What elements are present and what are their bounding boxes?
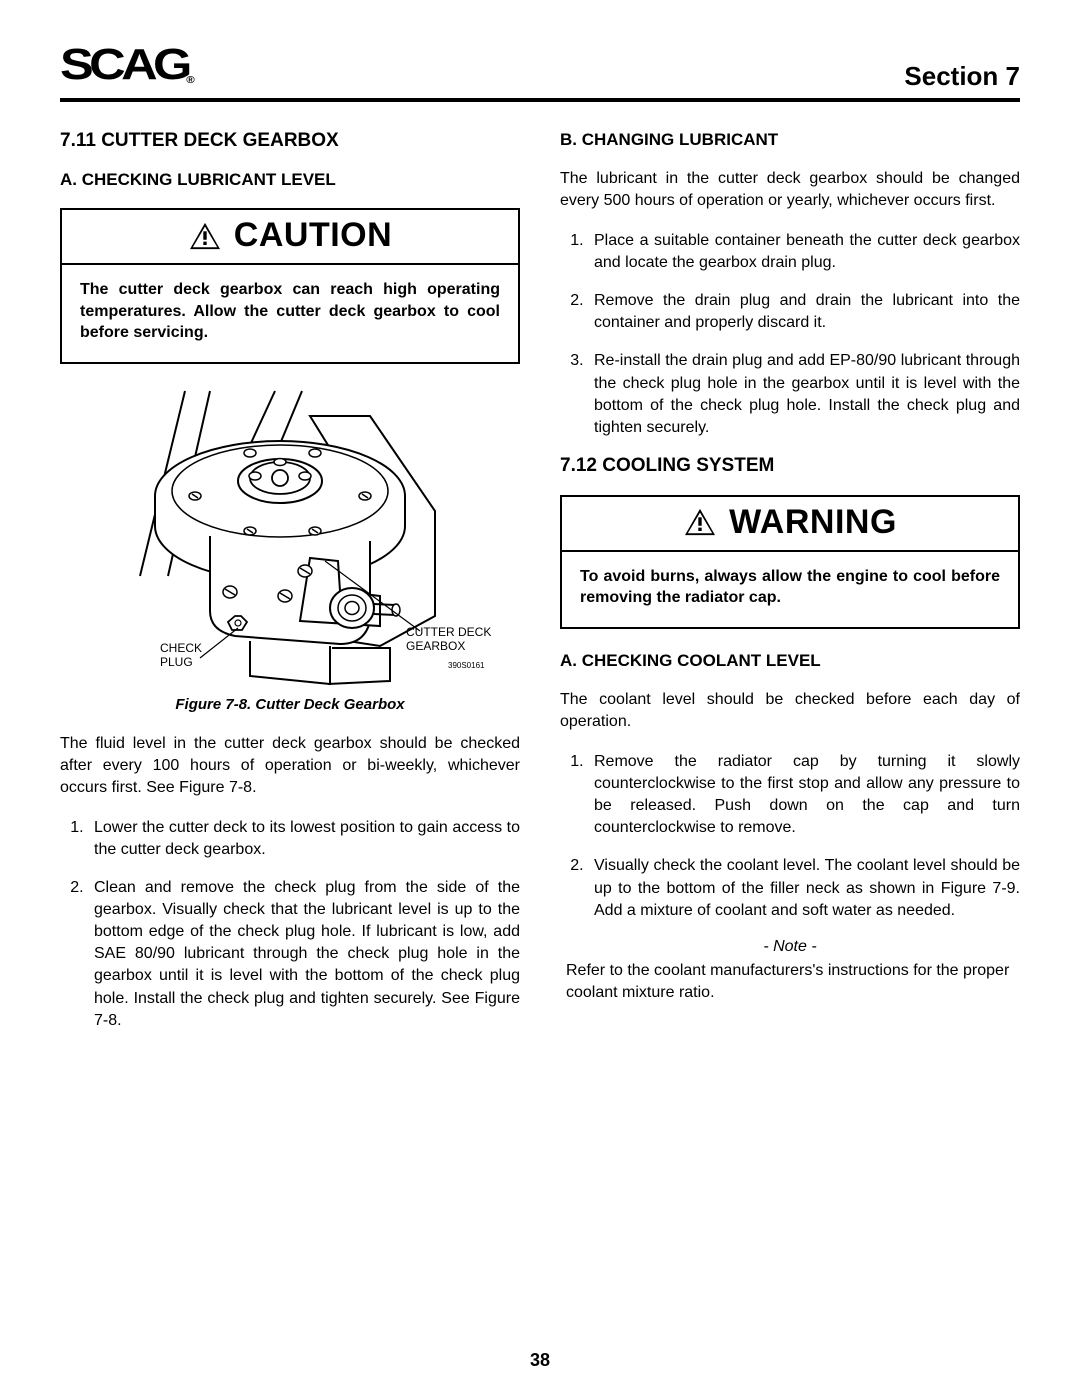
note-heading: - Note -: [560, 938, 1020, 956]
steps-check-lubricant: Lower the cutter deck to its lowest posi…: [60, 817, 520, 1032]
list-item: Re-install the drain plug and add EP-80/…: [588, 350, 1020, 438]
list-item: Lower the cutter deck to its lowest posi…: [88, 817, 520, 861]
label-deck1: CUTTER DECK: [406, 625, 491, 639]
list-item: Remove the drain plug and drain the lubr…: [588, 290, 1020, 334]
section-heading-712: 7.12 COOLING SYSTEM: [560, 455, 1020, 477]
caution-body: The cutter deck gearbox can reach high o…: [62, 265, 518, 362]
subhead-b-right: B. CHANGING LUBRICANT: [560, 130, 1020, 150]
right-column: B. CHANGING LUBRICANT The lubricant in t…: [560, 130, 1020, 1048]
warning-body: To avoid burns, always allow the engine …: [562, 552, 1018, 627]
list-item: Remove the radiator cap by turning it sl…: [588, 751, 1020, 839]
list-item: Visually check the coolant level. The co…: [588, 855, 1020, 921]
para-coolant-check: The coolant level should be checked befo…: [560, 689, 1020, 733]
warning-triangle-icon: [188, 221, 222, 251]
para-check-fluid: The fluid level in the cutter deck gearb…: [60, 733, 520, 799]
brand-logo: SCAG®: [60, 40, 188, 92]
subhead-a-right: A. CHECKING COOLANT LEVEL: [560, 651, 1020, 671]
para-change-lubricant: The lubricant in the cutter deck gearbox…: [560, 168, 1020, 212]
steps-change-lubricant: Place a suitable container beneath the c…: [560, 230, 1020, 439]
warning-header: WARNING: [562, 497, 1018, 552]
note-body: Refer to the coolant manufacturers's ins…: [560, 960, 1020, 1004]
label-check: CHECK: [160, 641, 202, 655]
caution-header: CAUTION: [62, 210, 518, 265]
section-heading-711: 7.11 CUTTER DECK GEARBOX: [60, 130, 520, 152]
subhead-a-left: A. CHECKING LUBRICANT LEVEL: [60, 170, 520, 190]
list-item: Place a suitable container beneath the c…: [588, 230, 1020, 274]
steps-check-coolant: Remove the radiator cap by turning it sl…: [560, 751, 1020, 922]
section-label: Section 7: [904, 61, 1020, 92]
warning-box: WARNING To avoid burns, always allow the…: [560, 495, 1020, 629]
left-column: 7.11 CUTTER DECK GEARBOX A. CHECKING LUB…: [60, 130, 520, 1048]
label-deck2: GEARBOX: [406, 639, 465, 653]
figure-7-8: CHECK PLUG CUTTER DECK GEARBOX 390S0161: [60, 386, 520, 686]
logo-text: SCAG: [60, 40, 188, 89]
caution-box: CAUTION The cutter deck gearbox can reac…: [60, 208, 520, 364]
registered-mark: ®: [186, 75, 194, 86]
caution-title: CAUTION: [234, 216, 392, 255]
page-header: SCAG® Section 7: [60, 40, 1020, 102]
warning-title: WARNING: [729, 503, 897, 542]
warning-triangle-icon: [683, 507, 717, 537]
figure-code: 390S0161: [448, 661, 485, 670]
list-item: Clean and remove the check plug from the…: [88, 877, 520, 1032]
page-number: 38: [0, 1350, 1080, 1371]
figure-caption: Figure 7-8. Cutter Deck Gearbox: [60, 696, 520, 713]
gearbox-illustration: CHECK PLUG CUTTER DECK GEARBOX 390S0161: [80, 386, 500, 686]
content-columns: 7.11 CUTTER DECK GEARBOX A. CHECKING LUB…: [60, 130, 1020, 1048]
label-plug: PLUG: [160, 655, 193, 669]
